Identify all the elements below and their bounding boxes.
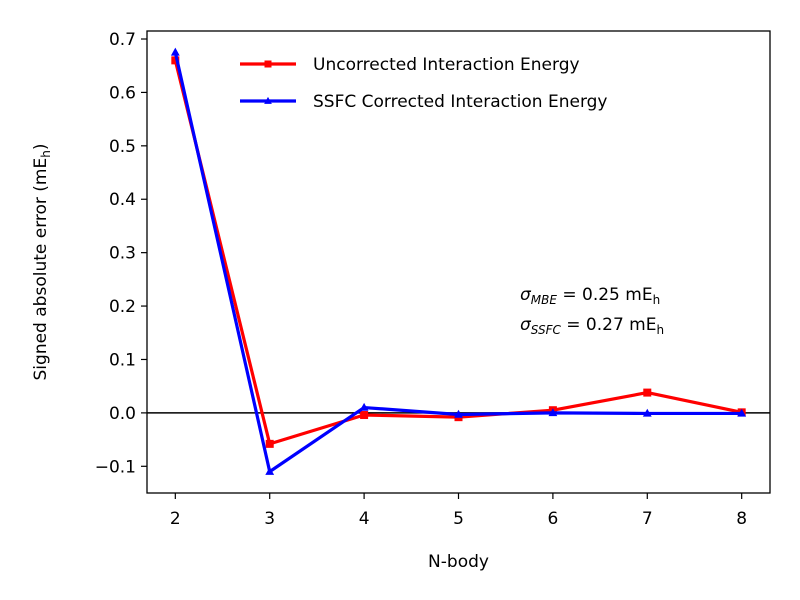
y-tick-label: 0.0 bbox=[109, 404, 136, 424]
y-axis-ticks: −0.1 0.0 0.1 0.2 0.3 0.4 0.5 0.6 0.7 bbox=[95, 30, 147, 477]
y-tick-label: 0.2 bbox=[109, 297, 136, 317]
annotations: σMBE = 0.25 mEh σSSFC = 0.27 mEh bbox=[520, 285, 664, 337]
square-marker bbox=[265, 439, 274, 448]
square-marker bbox=[264, 60, 272, 68]
x-tick-label: 4 bbox=[359, 509, 370, 529]
x-tick-label: 5 bbox=[453, 509, 464, 529]
series-ssfc-corrected bbox=[170, 47, 747, 475]
y-tick-label: 0.5 bbox=[109, 137, 136, 157]
triangle-marker bbox=[170, 47, 180, 56]
square-marker bbox=[360, 411, 369, 420]
y-tick-label: 0.4 bbox=[109, 190, 136, 210]
x-tick-label: 6 bbox=[547, 509, 558, 529]
x-axis-label: N-body bbox=[428, 552, 489, 572]
y-tick-label: 0.1 bbox=[109, 350, 136, 370]
y-axis-label-end: ) bbox=[31, 144, 51, 151]
x-tick-label: 7 bbox=[642, 509, 653, 529]
y-axis-label: Signed absolute error (mEh) bbox=[31, 144, 53, 381]
legend-item: Uncorrected Interaction Energy bbox=[240, 55, 580, 75]
sigma-annotation: σMBE = 0.25 mEh bbox=[520, 285, 660, 307]
triangle-marker bbox=[548, 408, 558, 417]
y-tick-label: −0.1 bbox=[95, 457, 136, 477]
y-axis-label-main: Signed absolute error (mE bbox=[31, 158, 51, 381]
square-marker bbox=[171, 56, 180, 65]
legend-label: Uncorrected Interaction Energy bbox=[313, 55, 580, 75]
square-marker bbox=[643, 388, 652, 397]
sigma-annotation: σSSFC = 0.27 mEh bbox=[520, 315, 664, 337]
legend: Uncorrected Interaction Energy SSFC Corre… bbox=[240, 55, 608, 112]
series-layer bbox=[170, 47, 747, 475]
x-axis-ticks: 2 3 4 5 6 7 8 bbox=[170, 493, 747, 529]
y-axis-label-sub: h bbox=[39, 150, 53, 158]
triangle-marker bbox=[359, 402, 369, 411]
triangle-marker bbox=[264, 96, 272, 104]
x-tick-label: 8 bbox=[736, 509, 747, 529]
x-tick-label: 3 bbox=[264, 509, 275, 529]
x-tick-label: 2 bbox=[170, 509, 181, 529]
legend-label: SSFC Corrected Interaction Energy bbox=[313, 92, 608, 112]
triangle-marker bbox=[737, 408, 747, 417]
y-tick-label: 0.3 bbox=[109, 244, 136, 264]
triangle-marker bbox=[454, 409, 463, 418]
triangle-marker bbox=[265, 466, 275, 475]
y-tick-label: 0.6 bbox=[109, 83, 136, 103]
triangle-marker bbox=[642, 408, 652, 417]
legend-item: SSFC Corrected Interaction Energy bbox=[240, 92, 608, 112]
y-tick-label: 0.7 bbox=[109, 30, 136, 50]
